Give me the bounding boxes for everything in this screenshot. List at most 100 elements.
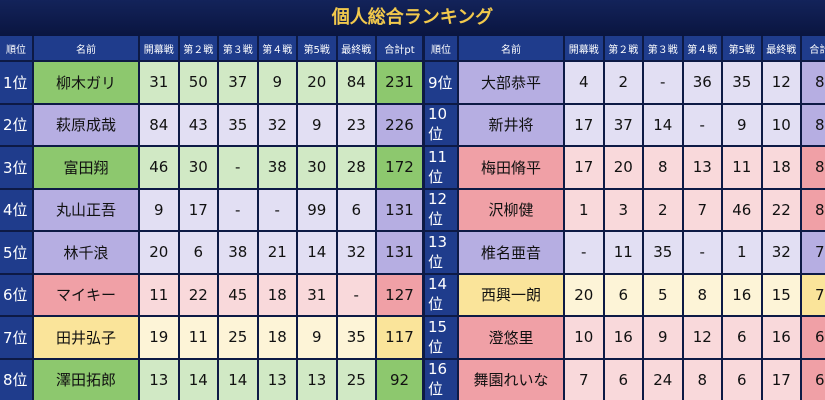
rank-cell: 4位 — [0, 189, 32, 230]
rank-cell: 11位 — [425, 147, 457, 188]
name-cell: 澄悠里 — [459, 317, 563, 358]
score-cell: 11 — [140, 274, 178, 315]
score-cell: 37 — [604, 104, 642, 145]
header-cell: 第３戦 — [644, 36, 682, 60]
name-cell: 舞園れいな — [459, 359, 563, 400]
score-cell: 31 — [140, 62, 178, 103]
score-cell: 35 — [723, 62, 761, 103]
score-cell: 9 — [298, 104, 336, 145]
score-cell: - — [644, 62, 682, 103]
score-cell: 6 — [179, 232, 217, 273]
score-cell: 8 — [644, 147, 682, 188]
header-cell: 第２戦 — [179, 36, 217, 60]
score-cell: 18 — [762, 147, 800, 188]
total-cell: 87 — [802, 147, 825, 188]
score-cell: 7 — [683, 189, 721, 230]
header-cell: 第３戦 — [219, 36, 257, 60]
score-cell: 21 — [258, 232, 296, 273]
score-cell: 8 — [683, 274, 721, 315]
score-cell: 20 — [604, 147, 642, 188]
header-cell: 開幕戦 — [565, 36, 603, 60]
score-cell: 14 — [298, 232, 336, 273]
total-cell: 172 — [377, 147, 422, 188]
score-cell: 35 — [219, 104, 257, 145]
score-cell: 30 — [298, 147, 336, 188]
name-cell: 大部恭平 — [459, 62, 563, 103]
score-cell: 38 — [258, 147, 296, 188]
score-cell: - — [683, 232, 721, 273]
name-cell: 丸山正吾 — [34, 189, 138, 230]
score-cell: 11 — [179, 317, 217, 358]
score-cell: 7 — [565, 359, 603, 400]
total-cell: 226 — [377, 104, 422, 145]
score-cell: 23 — [337, 104, 375, 145]
score-cell: 12 — [762, 62, 800, 103]
rank-cell: 3位 — [0, 147, 32, 188]
name-cell: 柳木ガリ — [34, 62, 138, 103]
rank-cell: 16位 — [425, 359, 457, 400]
total-cell: 127 — [377, 274, 422, 315]
rank-cell: 12位 — [425, 189, 457, 230]
score-cell: 17 — [565, 147, 603, 188]
total-cell: 131 — [377, 189, 422, 230]
score-cell: 9 — [140, 189, 178, 230]
name-cell: 梅田脩平 — [459, 147, 563, 188]
header-cell: 合計pt — [802, 36, 825, 60]
score-cell: 20 — [298, 62, 336, 103]
score-cell: 46 — [723, 189, 761, 230]
total-cell: 89 — [802, 62, 825, 103]
score-cell: 32 — [258, 104, 296, 145]
rank-cell: 9位 — [425, 62, 457, 103]
score-cell: 28 — [337, 147, 375, 188]
score-cell: 5 — [644, 274, 682, 315]
score-cell: 32 — [762, 232, 800, 273]
rank-cell: 6位 — [0, 274, 32, 315]
name-cell: 富田翔 — [34, 147, 138, 188]
total-cell: 131 — [377, 232, 422, 273]
header-cell: 順位 — [425, 36, 457, 60]
score-cell: 22 — [762, 189, 800, 230]
header-cell: 最終戦 — [762, 36, 800, 60]
total-cell: 70 — [802, 274, 825, 315]
total-cell: 69 — [802, 317, 825, 358]
rank-cell: 8位 — [0, 359, 32, 400]
score-cell: 17 — [565, 104, 603, 145]
total-cell: 117 — [377, 317, 422, 358]
score-cell: 2 — [644, 189, 682, 230]
header-cell: 合計pt — [377, 36, 422, 60]
score-cell: 12 — [683, 317, 721, 358]
score-cell: 11 — [723, 147, 761, 188]
score-cell: 2 — [604, 62, 642, 103]
score-cell: 3 — [604, 189, 642, 230]
score-cell: 17 — [762, 359, 800, 400]
header-cell: 第5戦 — [723, 36, 761, 60]
header-cell: 第5戦 — [298, 36, 336, 60]
score-cell: - — [258, 189, 296, 230]
score-cell: 10 — [762, 104, 800, 145]
header-cell: 第４戦 — [258, 36, 296, 60]
score-cell: 19 — [140, 317, 178, 358]
score-cell: 25 — [337, 359, 375, 400]
rank-cell: 15位 — [425, 317, 457, 358]
score-cell: 13 — [683, 147, 721, 188]
score-cell: 99 — [298, 189, 336, 230]
score-cell: 4 — [565, 62, 603, 103]
name-cell: 新井将 — [459, 104, 563, 145]
score-cell: 84 — [337, 62, 375, 103]
score-cell: - — [565, 232, 603, 273]
header-cell: 第２戦 — [604, 36, 642, 60]
header-cell: 開幕戦 — [140, 36, 178, 60]
score-cell: 15 — [762, 274, 800, 315]
total-cell: 68 — [802, 359, 825, 400]
score-cell: 10 — [565, 317, 603, 358]
score-cell: - — [219, 147, 257, 188]
total-cell: 81 — [802, 189, 825, 230]
score-cell: 6 — [337, 189, 375, 230]
score-cell: 1 — [565, 189, 603, 230]
rank-cell: 10位 — [425, 104, 457, 145]
total-cell: 231 — [377, 62, 422, 103]
score-cell: 11 — [604, 232, 642, 273]
score-cell: 84 — [140, 104, 178, 145]
score-cell: 50 — [179, 62, 217, 103]
ranking-table: 順位 名前 開幕戦 第２戦 第３戦 第４戦 第5戦 最終戦 合計pt 1位 柳木ガリ 31 50 37 9 2… — [0, 36, 422, 400]
